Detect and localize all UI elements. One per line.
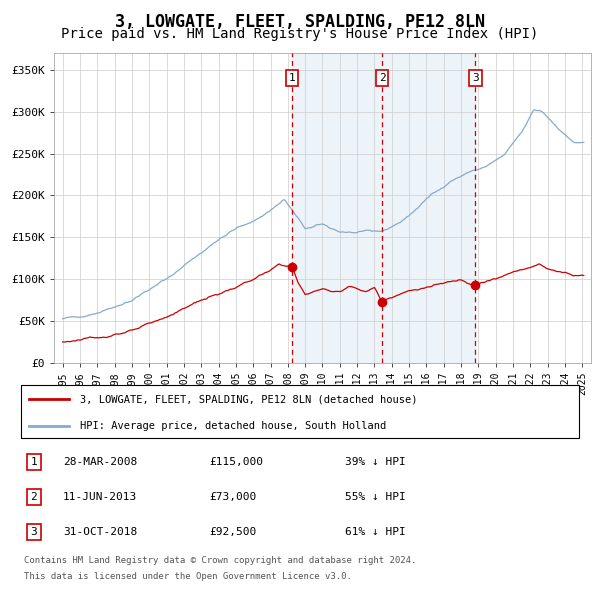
Text: 3, LOWGATE, FLEET, SPALDING, PE12 8LN (detached house): 3, LOWGATE, FLEET, SPALDING, PE12 8LN (d… <box>80 394 418 404</box>
Text: 3: 3 <box>472 73 479 83</box>
Text: 3, LOWGATE, FLEET, SPALDING, PE12 8LN: 3, LOWGATE, FLEET, SPALDING, PE12 8LN <box>115 13 485 31</box>
Text: 39% ↓ HPI: 39% ↓ HPI <box>345 457 406 467</box>
Text: 1: 1 <box>289 73 295 83</box>
Text: This data is licensed under the Open Government Licence v3.0.: This data is licensed under the Open Gov… <box>24 572 352 581</box>
FancyBboxPatch shape <box>21 385 579 438</box>
Text: 2: 2 <box>31 492 37 502</box>
Text: 55% ↓ HPI: 55% ↓ HPI <box>345 492 406 502</box>
Text: 61% ↓ HPI: 61% ↓ HPI <box>345 527 406 537</box>
Text: £92,500: £92,500 <box>210 527 257 537</box>
Text: 11-JUN-2013: 11-JUN-2013 <box>63 492 137 502</box>
Text: Price paid vs. HM Land Registry's House Price Index (HPI): Price paid vs. HM Land Registry's House … <box>61 27 539 41</box>
Text: £73,000: £73,000 <box>210 492 257 502</box>
Text: 1: 1 <box>31 457 37 467</box>
Text: 2: 2 <box>379 73 385 83</box>
Text: 28-MAR-2008: 28-MAR-2008 <box>63 457 137 467</box>
Text: HPI: Average price, detached house, South Holland: HPI: Average price, detached house, Sout… <box>80 421 386 431</box>
Text: Contains HM Land Registry data © Crown copyright and database right 2024.: Contains HM Land Registry data © Crown c… <box>24 556 416 565</box>
Text: £115,000: £115,000 <box>210 457 264 467</box>
Text: 31-OCT-2018: 31-OCT-2018 <box>63 527 137 537</box>
Text: 3: 3 <box>31 527 37 537</box>
Bar <box>292 53 475 363</box>
